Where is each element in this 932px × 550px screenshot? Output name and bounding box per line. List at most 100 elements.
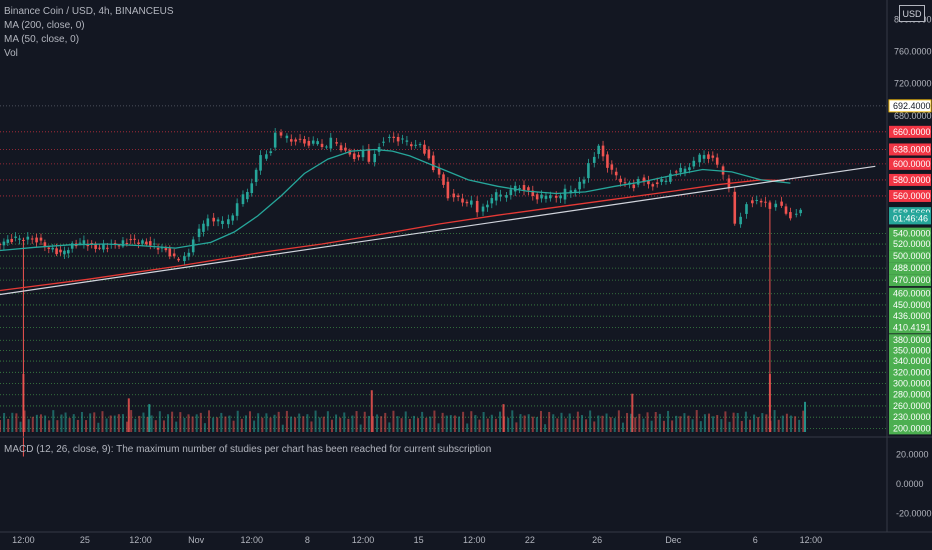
volume-bar xyxy=(433,410,436,432)
volume-bar xyxy=(626,412,629,432)
volume-legend[interactable]: Vol xyxy=(4,48,18,59)
price-tag-label: 692.4000 xyxy=(893,101,931,111)
candle-body xyxy=(339,145,343,151)
volume-bar xyxy=(519,414,522,432)
volume-bar xyxy=(736,412,739,432)
ma200-legend[interactable]: MA (200, close, 0) xyxy=(4,20,85,31)
candle-body xyxy=(231,215,235,221)
volume-bar xyxy=(794,416,797,432)
volume-bar xyxy=(355,411,358,432)
candle-body xyxy=(431,155,435,171)
candle-body xyxy=(481,206,485,212)
volume-bar xyxy=(162,420,165,432)
volume-bar xyxy=(765,414,768,432)
volume-bar xyxy=(322,416,325,432)
candle-body xyxy=(47,247,51,249)
candle-body xyxy=(156,247,160,250)
volume-bar xyxy=(216,417,219,432)
volume-bar xyxy=(548,411,551,432)
volume-bar xyxy=(777,419,780,432)
candle-body xyxy=(499,194,502,197)
ma200-line xyxy=(0,179,785,292)
volume-bar xyxy=(138,415,141,432)
candle-body xyxy=(216,219,220,222)
volume-bar xyxy=(523,415,526,432)
candle-body xyxy=(59,249,62,253)
volume-bar xyxy=(535,417,538,432)
symbol-title[interactable]: Binance Coin / USD, 4h, BINANCEUS xyxy=(4,6,174,17)
volume-bar xyxy=(76,419,79,432)
candle-body xyxy=(259,155,262,171)
volume-bar xyxy=(798,419,801,432)
price-tag-box xyxy=(889,189,931,202)
volume-bar xyxy=(203,423,206,432)
candle-body xyxy=(683,168,687,173)
volume-bar xyxy=(31,416,34,432)
volume-bar xyxy=(52,410,55,432)
price-tag-label: 200.0000 xyxy=(893,423,931,433)
price-tag-box xyxy=(889,298,931,311)
volume-bar xyxy=(359,424,362,432)
candle-body xyxy=(442,174,445,185)
macd-tick-label: -20.0000 xyxy=(896,508,932,518)
candle-body xyxy=(121,240,125,247)
volume-bar xyxy=(363,411,366,432)
volume-spike xyxy=(631,393,634,432)
candle-body xyxy=(172,253,176,257)
volume-bar xyxy=(552,414,555,432)
volume-bar xyxy=(740,420,743,432)
candle-body xyxy=(745,204,748,214)
candle-body xyxy=(664,180,668,182)
volume-bar xyxy=(105,418,108,432)
candle-body xyxy=(30,238,34,240)
price-tag-label: 410.4191 xyxy=(893,322,931,332)
volume-spike xyxy=(148,404,151,432)
time-tick-label: 8 xyxy=(305,535,310,545)
candle-body xyxy=(465,201,469,204)
candle-body xyxy=(401,138,404,140)
volume-bar xyxy=(208,410,211,432)
candle-body xyxy=(669,173,672,182)
volume-bar xyxy=(716,415,719,432)
candle-body xyxy=(554,195,558,198)
candle-body xyxy=(490,198,494,204)
candle-body xyxy=(70,243,74,249)
candle-body xyxy=(187,252,191,257)
candle-body xyxy=(582,179,586,184)
candle-body xyxy=(698,154,701,163)
price-tag-label: 580.0000 xyxy=(893,175,931,185)
candle-body xyxy=(316,141,319,145)
macd-pane[interactable]: 20.0000 0.0000 -20.0000 xyxy=(896,450,932,519)
volume-bar xyxy=(466,423,469,432)
volume-bar xyxy=(236,410,239,432)
candle-body xyxy=(206,218,210,227)
volume-bar xyxy=(449,415,452,432)
volume-bar xyxy=(179,412,182,432)
price-tag-label: 450.0000 xyxy=(893,300,931,310)
volume-bar xyxy=(199,412,202,432)
macd-tick-label: 20.0000 xyxy=(896,450,929,460)
volume-bar xyxy=(421,411,424,432)
volume-bar xyxy=(39,414,42,432)
price-tag-box xyxy=(889,422,931,435)
price-tag-label: 380.0000 xyxy=(893,335,931,345)
volume-bar xyxy=(171,411,174,432)
candle-body xyxy=(43,242,47,247)
volume-bar xyxy=(302,416,305,432)
volume-bar xyxy=(121,414,124,432)
time-axis[interactable]: 12:00 25 12:00 Nov 12:00 8 12:00 15 12:00 22 26 Dec… xyxy=(12,535,822,545)
candle-body xyxy=(202,223,205,232)
currency-tag[interactable]: USD xyxy=(899,5,925,22)
volume-bar xyxy=(335,414,338,432)
volume-bar xyxy=(339,417,342,432)
price-tag-label: 320.0000 xyxy=(893,367,931,377)
volume-bars xyxy=(0,374,807,432)
candle-body xyxy=(423,144,426,154)
volume-bar xyxy=(429,416,432,432)
candle-body xyxy=(361,149,365,158)
volume-bar xyxy=(310,421,313,432)
ma50-legend[interactable]: MA (50, close, 0) xyxy=(4,34,80,45)
candle-body xyxy=(51,247,54,250)
price-tick-label: 720.0000 xyxy=(894,79,932,89)
